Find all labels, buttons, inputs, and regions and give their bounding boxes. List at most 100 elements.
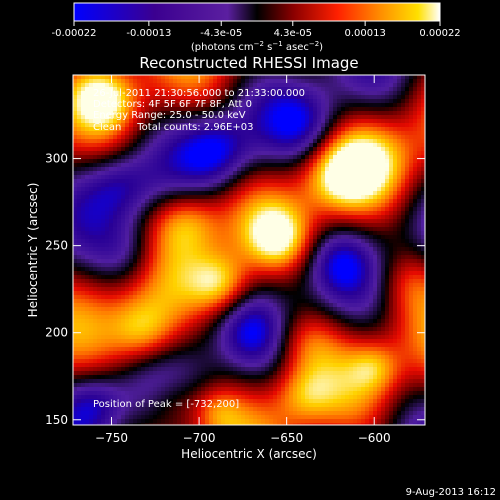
heatmap-cell bbox=[301, 111, 305, 115]
heatmap-cell bbox=[181, 219, 185, 223]
heatmap-cell bbox=[153, 159, 157, 163]
heatmap-cell bbox=[181, 75, 185, 79]
heatmap-cell bbox=[189, 171, 193, 175]
heatmap-cell bbox=[81, 227, 85, 231]
heatmap-cell bbox=[77, 275, 81, 279]
heatmap-cell bbox=[297, 279, 301, 283]
heatmap-cell bbox=[269, 203, 273, 207]
heatmap-cell bbox=[353, 267, 357, 271]
heatmap-cell bbox=[193, 235, 197, 239]
heatmap-cell bbox=[333, 143, 337, 147]
heatmap-cell bbox=[317, 159, 321, 163]
heatmap-cell bbox=[189, 103, 193, 107]
heatmap-cell bbox=[241, 115, 245, 119]
heatmap-cell bbox=[221, 119, 225, 123]
heatmap-cell bbox=[245, 287, 249, 291]
heatmap-cell bbox=[305, 87, 309, 91]
heatmap-cell bbox=[305, 207, 309, 211]
heatmap-cell bbox=[389, 75, 393, 79]
heatmap-cell bbox=[85, 95, 89, 99]
heatmap-cell bbox=[185, 83, 189, 87]
heatmap-cell bbox=[393, 263, 397, 267]
heatmap-cell bbox=[253, 195, 257, 199]
heatmap-cell bbox=[277, 283, 281, 287]
heatmap-cell bbox=[197, 103, 201, 107]
heatmap-cell bbox=[193, 239, 197, 243]
heatmap-cell bbox=[281, 247, 285, 251]
heatmap-cell bbox=[345, 275, 349, 279]
heatmap-cell bbox=[273, 247, 277, 251]
heatmap-cell bbox=[413, 167, 417, 171]
heatmap-cell bbox=[421, 155, 425, 159]
heatmap-cell bbox=[237, 143, 241, 147]
heatmap-cell bbox=[273, 271, 277, 275]
heatmap-cell bbox=[201, 231, 205, 235]
heatmap-cell bbox=[329, 163, 333, 167]
heatmap-cell bbox=[189, 143, 193, 147]
heatmap-cell bbox=[333, 91, 337, 95]
heatmap-cell bbox=[169, 243, 173, 247]
heatmap-cell bbox=[365, 267, 369, 271]
heatmap-cell bbox=[217, 87, 221, 91]
heatmap-cell bbox=[209, 115, 213, 119]
heatmap-cell bbox=[281, 163, 285, 167]
heatmap-cell bbox=[193, 183, 197, 187]
heatmap-cell bbox=[145, 251, 149, 255]
heatmap-cell bbox=[309, 183, 313, 187]
heatmap-cell bbox=[141, 195, 145, 199]
heatmap-cell bbox=[397, 211, 401, 215]
heatmap-cell bbox=[361, 91, 365, 95]
heatmap-cell bbox=[269, 191, 273, 195]
heatmap-cell bbox=[237, 163, 241, 167]
heatmap-cell bbox=[353, 275, 357, 279]
heatmap-cell bbox=[269, 287, 273, 291]
heatmap-cell bbox=[173, 255, 177, 259]
heatmap-cell bbox=[369, 287, 373, 291]
heatmap-cell bbox=[377, 271, 381, 275]
heatmap-cell bbox=[325, 203, 329, 207]
heatmap-cell bbox=[417, 99, 421, 103]
heatmap-cell bbox=[221, 187, 225, 191]
heatmap-cell bbox=[205, 207, 209, 211]
heatmap-cell bbox=[397, 179, 401, 183]
heatmap-cell bbox=[369, 219, 373, 223]
heatmap-cell bbox=[157, 107, 161, 111]
heatmap-cell bbox=[377, 107, 381, 111]
heatmap-cell bbox=[301, 187, 305, 191]
heatmap-cell bbox=[85, 227, 89, 231]
heatmap-cell bbox=[101, 95, 105, 99]
heatmap-cell bbox=[237, 167, 241, 171]
heatmap-cell bbox=[309, 79, 313, 83]
heatmap-cell bbox=[145, 139, 149, 143]
heatmap-cell bbox=[221, 259, 225, 263]
heatmap-cell bbox=[73, 115, 77, 119]
heatmap-cell bbox=[337, 247, 341, 251]
heatmap-cell bbox=[341, 287, 345, 291]
heatmap-cell bbox=[385, 203, 389, 207]
heatmap-cell bbox=[385, 183, 389, 187]
heatmap-cell bbox=[225, 123, 229, 127]
heatmap-cell bbox=[153, 191, 157, 195]
heatmap-cell bbox=[177, 199, 181, 203]
heatmap-cell bbox=[409, 175, 413, 179]
heatmap-cell bbox=[357, 75, 361, 79]
heatmap-cell bbox=[161, 259, 165, 263]
heatmap-cell bbox=[269, 183, 273, 187]
heatmap-cell bbox=[217, 203, 221, 207]
heatmap-cell bbox=[413, 163, 417, 167]
heatmap-cell bbox=[177, 235, 181, 239]
heatmap-cell bbox=[397, 127, 401, 131]
heatmap-cell bbox=[293, 95, 297, 99]
heatmap-cell bbox=[349, 235, 353, 239]
heatmap-cell bbox=[353, 263, 357, 267]
heatmap-cell bbox=[369, 167, 373, 171]
heatmap-cell bbox=[405, 211, 409, 215]
heatmap-cell bbox=[365, 151, 369, 155]
heatmap-cell bbox=[197, 127, 201, 131]
heatmap-cell bbox=[121, 115, 125, 119]
heatmap-cell bbox=[117, 175, 121, 179]
heatmap-cell bbox=[181, 107, 185, 111]
heatmap-cell bbox=[413, 151, 417, 155]
heatmap-cell bbox=[293, 119, 297, 123]
